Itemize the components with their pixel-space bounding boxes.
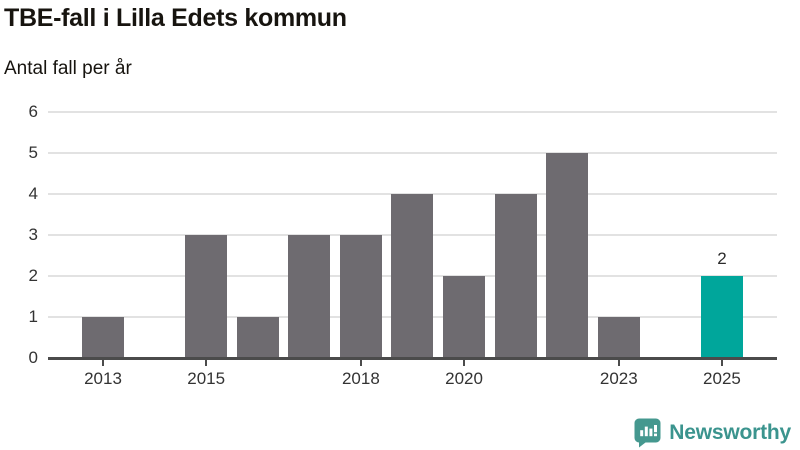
- bar-2025: [700, 276, 743, 358]
- chart-subtitle: Antal fall per år: [4, 58, 132, 79]
- y-axis-tick-label: 0: [28, 348, 38, 367]
- bar-2023: [597, 317, 640, 358]
- bar-2013: [82, 317, 124, 358]
- x-axis-tick-label: 2025: [703, 369, 741, 388]
- bar-2018: [339, 235, 382, 358]
- bar-2019: [391, 194, 434, 358]
- gridline-y6: [48, 111, 777, 113]
- bar-2021: [494, 194, 537, 358]
- bar-2020: [443, 276, 486, 358]
- x-axis-tick-label: 2020: [445, 369, 483, 388]
- x-axis-tick: [463, 360, 466, 366]
- bar-2015: [185, 235, 228, 358]
- newsworthy-chart-bubble-icon: [634, 418, 661, 448]
- x-axis-tick: [617, 360, 620, 366]
- gridline-y5: [48, 152, 777, 154]
- y-axis-tick-label: 2: [28, 266, 38, 285]
- bar-value-label: 2: [717, 249, 727, 268]
- newsworthy-logo: Newsworthy: [634, 418, 791, 448]
- y-axis-tick-label: 3: [28, 225, 38, 244]
- y-axis-tick-label: 1: [28, 307, 38, 326]
- x-axis-tick-label: 2018: [341, 369, 380, 388]
- x-axis-tick-label: 2013: [84, 369, 122, 388]
- y-axis-tick-label: 5: [28, 143, 38, 162]
- bar-2016: [236, 317, 279, 358]
- x-axis-tick: [720, 360, 723, 366]
- y-axis-tick-label: 4: [28, 184, 38, 203]
- newsworthy-wordmark: Newsworthy: [669, 421, 791, 444]
- x-axis-tick-label: 2023: [599, 369, 638, 388]
- x-axis-tick: [205, 360, 208, 366]
- x-axis-tick: [359, 360, 362, 366]
- y-axis-tick-label: 6: [28, 102, 38, 121]
- bar-2017: [288, 235, 331, 358]
- x-axis-tick-label: 2015: [187, 369, 226, 388]
- x-axis-tick: [102, 360, 104, 366]
- chart-title: TBE-fall i Lilla Edets kommun: [4, 4, 347, 32]
- bar-2022: [546, 153, 589, 358]
- x-axis-line: [48, 357, 777, 360]
